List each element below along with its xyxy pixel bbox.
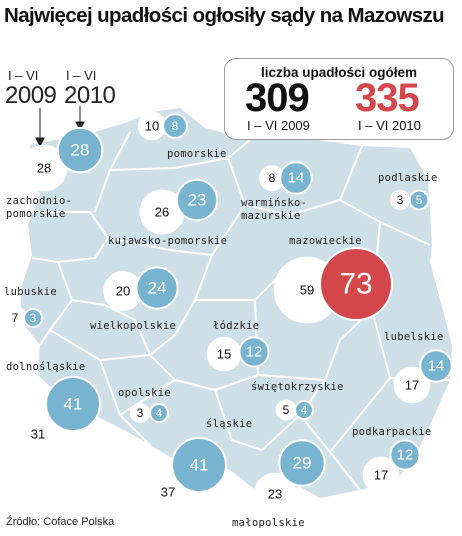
bubble-2010-podlaskie-value: 5 bbox=[416, 193, 423, 207]
arrow-head bbox=[75, 121, 85, 132]
bubble-2009-podlaskie-value: 3 bbox=[397, 193, 404, 207]
region-label-kujawsko-pomorskie: kujawsko-pomorskie bbox=[108, 235, 228, 247]
bubble-2009-pomorskie-value: 10 bbox=[145, 119, 159, 134]
key-period-2010: I – VI bbox=[66, 68, 97, 83]
region-border bbox=[109, 139, 251, 171]
region-label-lubelskie: lubelskie bbox=[384, 331, 444, 343]
bubble-2009-lubuskie-value: 7 bbox=[12, 311, 19, 325]
bubble-2010-kujawsko-pomorskie-value: 23 bbox=[188, 191, 207, 210]
bubble-2010-malopolskie-value: 29 bbox=[293, 454, 312, 473]
bubble-2009-mazowieckie-value: 59 bbox=[300, 283, 314, 298]
legend-caption: liczba upadłości ogółem bbox=[260, 65, 418, 80]
total-2010: 335 bbox=[355, 76, 420, 120]
source-note: Źródło: Coface Polska bbox=[6, 516, 115, 528]
bubble-2010-lubuskie-circle bbox=[23, 308, 43, 328]
totals-legend: liczba upadłości ogółem 309 335 I – VI 2… bbox=[224, 58, 454, 140]
page-title: Najwięcej upadłości ogłosiły sądy na Maz… bbox=[4, 4, 445, 27]
arrow-head bbox=[35, 137, 45, 148]
region-border bbox=[174, 379, 263, 451]
region-label-lodzkie: łódzkie bbox=[213, 320, 260, 332]
bubble-2009-lodzkie-value: 15 bbox=[217, 347, 231, 362]
region-label-swietokrzyskie: świętokrzyskie bbox=[251, 381, 344, 393]
bubble-2010-opolskie-circle bbox=[149, 403, 169, 423]
bubble-2009-zachodniopomorskie-value: 28 bbox=[37, 161, 51, 176]
bubble-2009-dolnoslaskie-value: 31 bbox=[31, 427, 45, 442]
bubble-2010-dolnoslaskie-circle bbox=[45, 376, 101, 432]
total-2009-period: I – VI 2009 bbox=[247, 118, 310, 133]
bubble-2010-wielkopolskie-value: 24 bbox=[148, 279, 167, 298]
bubble-2010-lodzkie-value: 12 bbox=[246, 344, 263, 361]
bubble-2010-pomorskie-value: 8 bbox=[172, 119, 179, 133]
bubble-2010-lubelskie-circle bbox=[419, 349, 453, 383]
region-label-wielkopolskie: wielkopolskie bbox=[90, 320, 177, 332]
bubble-2010-swietokrzyskie-circle bbox=[294, 400, 314, 420]
bubble-2010-zachodniopomorskie-value: 28 bbox=[71, 141, 90, 160]
region-border bbox=[30, 211, 109, 263]
bubble-2009-malopolskie-value: 23 bbox=[268, 487, 282, 502]
bubble-2010-malopolskie-circle bbox=[278, 439, 326, 487]
region-label-pomorskie: pomorskie bbox=[167, 148, 227, 160]
bubble-2010-pomorskie-circle bbox=[162, 113, 188, 139]
region-border bbox=[119, 379, 176, 416]
total-2010-period: I – VI 2010 bbox=[358, 118, 421, 133]
region-label-podlaskie: podlaskie bbox=[378, 172, 438, 184]
bubble-2009-lubelskie-circle bbox=[393, 366, 431, 404]
bubble-2010-lodzkie-circle bbox=[238, 336, 270, 368]
bubble-2010-slaskie-circle bbox=[171, 437, 227, 493]
bubble-2009-wielkopolskie-value: 20 bbox=[116, 284, 130, 299]
region-border bbox=[39, 261, 73, 346]
key-year-2009: 2009 bbox=[5, 82, 57, 109]
bubble-2010-wielkopolskie-circle bbox=[135, 266, 179, 310]
region-label-opolskie: opolskie bbox=[118, 387, 171, 399]
bubble-2010-lubelskie-value: 14 bbox=[428, 358, 445, 375]
key-period-2009: I – VI bbox=[8, 68, 39, 83]
bubble-2010-warminsko-mazurskie-value: 14 bbox=[288, 170, 305, 187]
bubble-2009-swietokrzyskie-value: 5 bbox=[283, 403, 290, 417]
region-label-mazowieckie: mazowieckie bbox=[289, 235, 362, 247]
total-2009: 309 bbox=[245, 76, 310, 120]
region-label-zachodniopomorskie: zachodnio-pomorskie bbox=[6, 195, 73, 220]
region-label-lubuskie: lubuskie bbox=[4, 286, 57, 298]
region-label-dolnoslaskie: dolnośląskie bbox=[6, 361, 86, 373]
region-label-podkarpackie: podkarpackie bbox=[352, 426, 432, 438]
bubble-2009-podkarpackie-circle bbox=[362, 456, 400, 494]
bubble-2010-slaskie-value: 41 bbox=[190, 456, 209, 475]
bubble-2009-malopolskie-circle bbox=[253, 472, 297, 516]
bubble-2009-opolskie-value: 3 bbox=[137, 406, 144, 420]
bubble-2009-kujawsko-pomorskie-value: 26 bbox=[155, 205, 169, 220]
region-border bbox=[107, 204, 246, 256]
region-label-malopolskie: małopolskie bbox=[232, 517, 305, 529]
bubble-2010-warminsko-mazurskie-circle bbox=[279, 161, 313, 195]
region-border bbox=[71, 299, 176, 356]
bubble-2010-dolnoslaskie-value: 41 bbox=[64, 395, 83, 414]
bubble-2010-podlaskie-circle bbox=[408, 189, 430, 211]
region-border bbox=[227, 145, 363, 216]
key-year-2010: 2010 bbox=[64, 82, 116, 109]
bubble-2010-mazowieckie-value: 73 bbox=[339, 268, 372, 301]
bubble-2010-swietokrzyskie-value: 4 bbox=[301, 403, 308, 417]
bubble-2010-kujawsko-pomorskie-circle bbox=[175, 178, 219, 222]
bubble-2010-podkarpackie-circle bbox=[389, 439, 421, 471]
bubble-2009-lubelskie-value: 17 bbox=[405, 378, 419, 393]
bubble-2009-dolnoslaskie-circle bbox=[13, 409, 63, 459]
region-label-warminsko-mazurskie: warmińsko-mazurskie bbox=[241, 197, 308, 222]
bubble-2010-podkarpackie-value: 12 bbox=[397, 447, 414, 464]
bubble-2010-zachodniopomorskie-circle bbox=[56, 126, 104, 174]
region-border bbox=[329, 377, 391, 453]
bubble-2009-warminsko-mazurskie-value: 8 bbox=[269, 171, 276, 185]
bubble-2009-slaskie-value: 37 bbox=[161, 485, 175, 500]
country-shape bbox=[20, 108, 452, 498]
bubble-2010-mazowieckie-circle bbox=[319, 247, 393, 321]
region-label-slaskie: śląskie bbox=[206, 418, 253, 430]
bubble-2010-opolskie-value: 4 bbox=[156, 406, 163, 420]
bubble-2009-podkarpackie-value: 17 bbox=[374, 468, 388, 483]
bubble-2010-lubuskie-value: 3 bbox=[30, 311, 37, 325]
